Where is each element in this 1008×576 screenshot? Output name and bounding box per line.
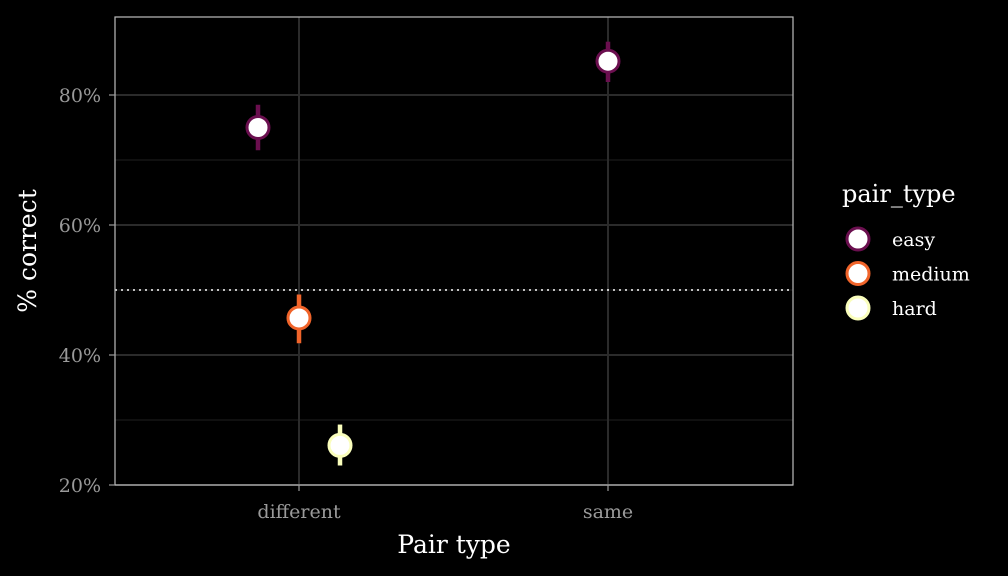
legend-key — [845, 295, 871, 321]
plot-panel — [115, 17, 793, 485]
data-point — [327, 432, 353, 458]
y-axis-title: % correct — [13, 189, 42, 313]
x-tick-label: same — [583, 501, 633, 523]
y-tick-label: 80% — [59, 85, 101, 107]
data-point — [286, 305, 312, 331]
y-tick-label: 60% — [59, 215, 101, 237]
data-point — [245, 115, 271, 140]
legend-title: pair_type — [842, 180, 956, 208]
axes: 20% 40% 60% 80% different same — [59, 85, 633, 523]
y-tick-label: 40% — [59, 345, 101, 367]
legend-label: hard — [892, 298, 937, 320]
legend-label: medium — [892, 264, 970, 286]
plot-border — [114, 16, 794, 486]
legend-key — [845, 226, 871, 252]
data-point — [595, 48, 621, 74]
legend: pair_type easy medium hard — [842, 180, 970, 321]
y-tick-label: 20% — [59, 475, 101, 497]
x-tick-label: different — [257, 501, 341, 523]
legend-label: easy — [892, 229, 935, 251]
x-axis-title: Pair type — [397, 530, 510, 559]
data-points — [245, 41, 621, 466]
legend-key — [845, 261, 871, 286]
